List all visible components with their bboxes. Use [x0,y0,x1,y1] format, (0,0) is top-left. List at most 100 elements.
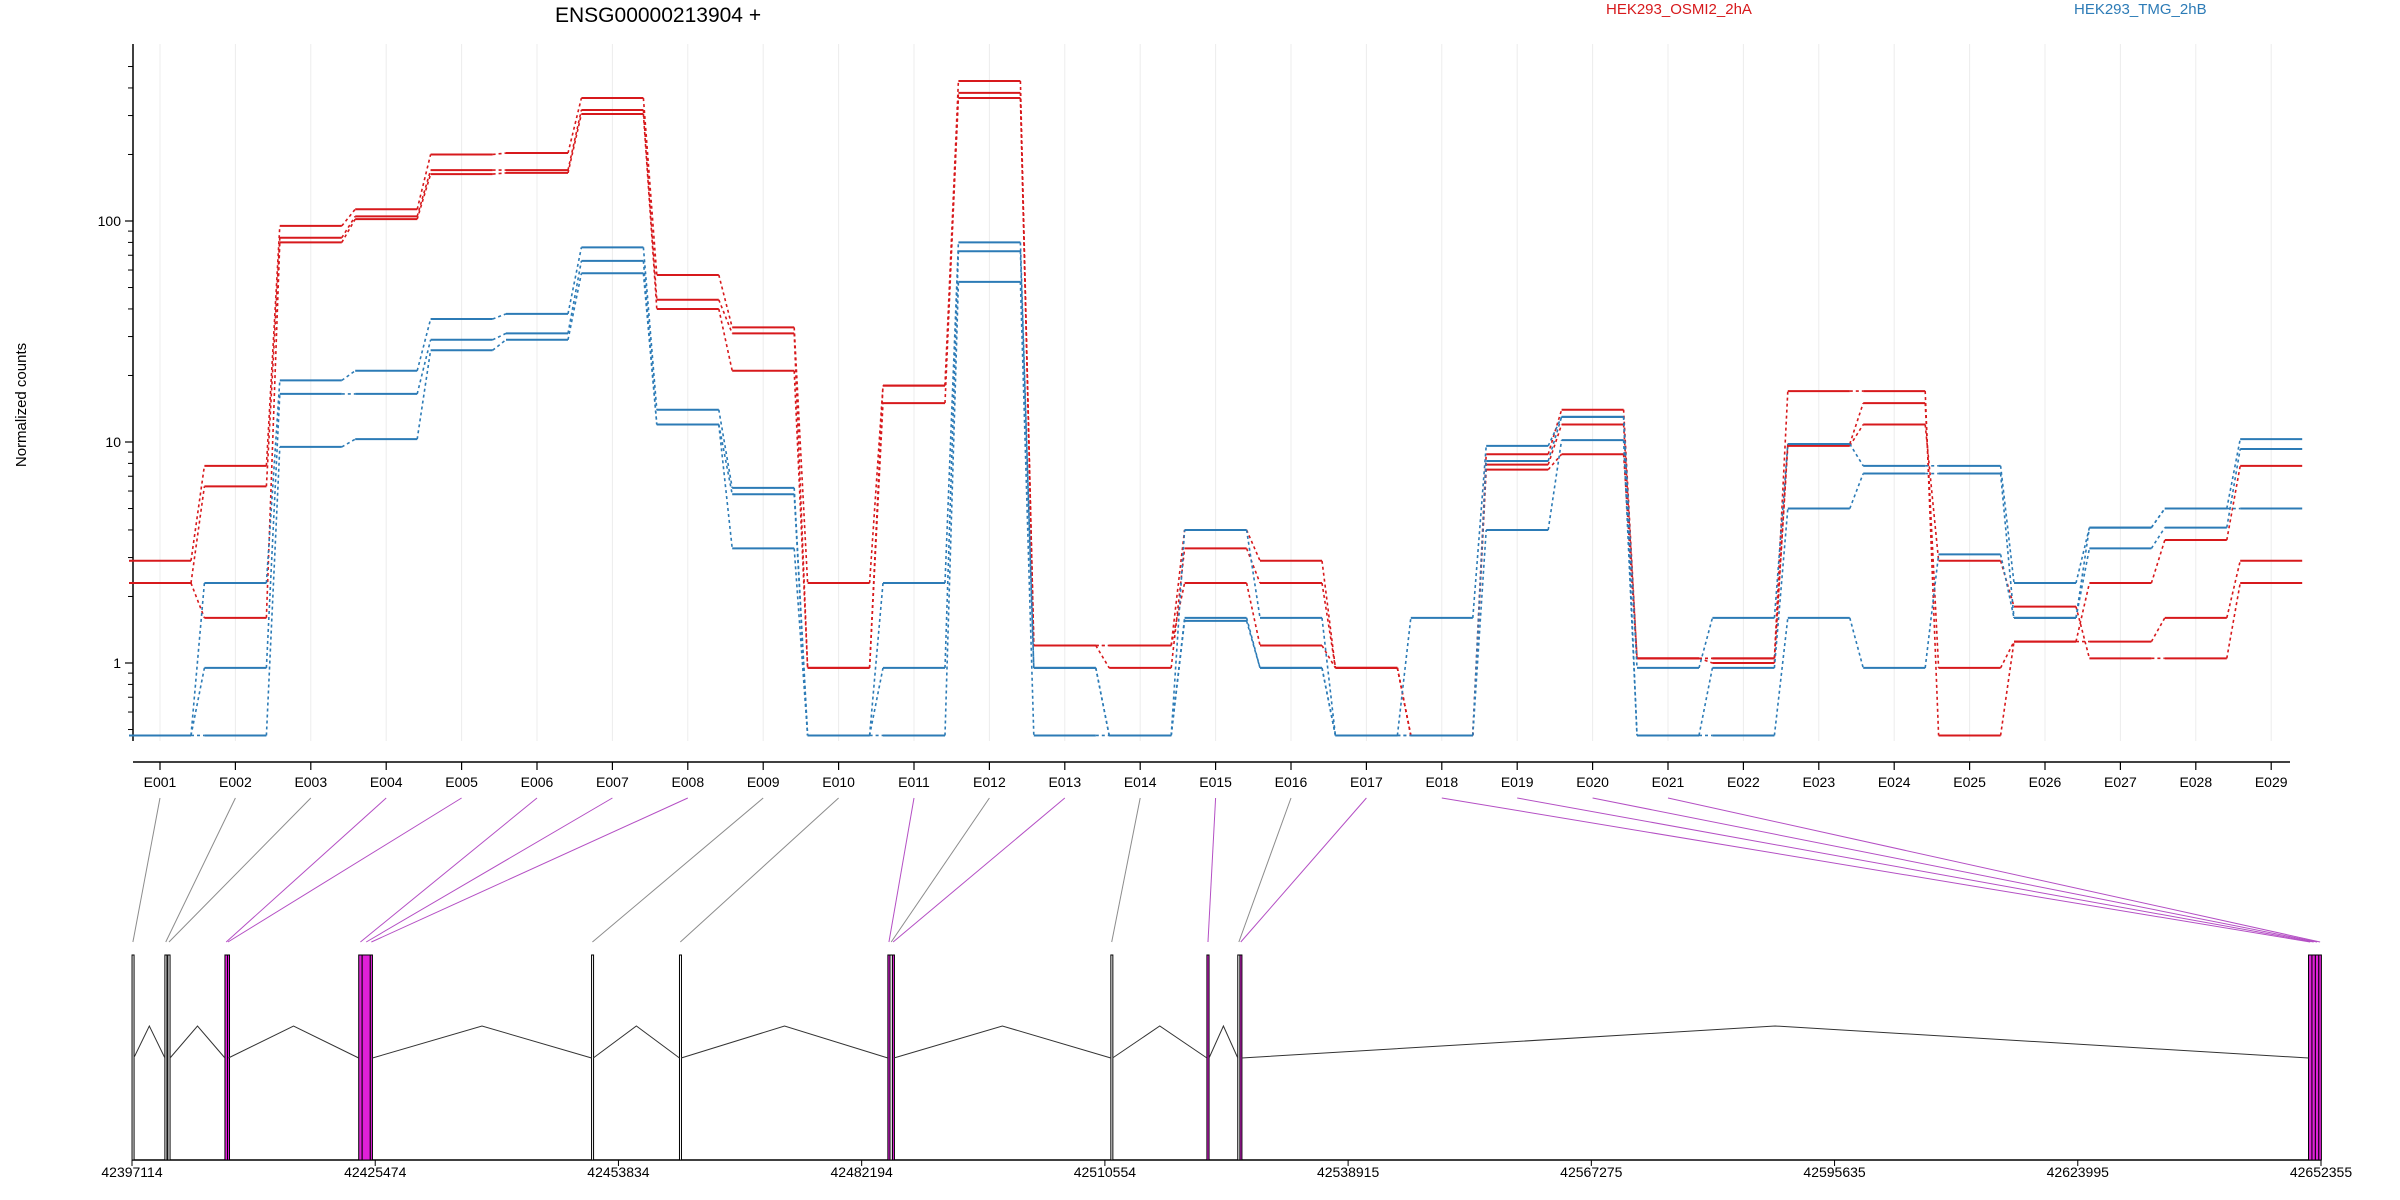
intron [133,1024,166,1059]
series-connector [1924,424,1940,561]
coordinate-label: 42595635 [1803,1164,1866,1180]
series-connector [265,225,281,466]
series-connector [1547,416,1563,447]
series-connector [1321,645,1337,669]
series-connector [1698,617,1714,669]
exon-connector [165,797,236,943]
series-connector [341,208,356,227]
coordinate-label: 42453834 [587,1164,650,1180]
series-connector [190,582,206,619]
series-connector [793,370,809,668]
series-connector [1472,445,1487,618]
exon-connector [679,797,839,943]
series-connector [868,385,884,668]
exon-label: E003 [294,774,327,790]
series-connector [492,339,507,351]
intron [228,1025,359,1059]
series-connector [1396,667,1412,736]
series-connector [1773,508,1789,668]
exon-box [2314,954,2320,1161]
series-connector [642,113,658,309]
exon-connector [592,797,764,943]
series-connector [718,308,733,371]
series-connector [2075,606,2091,659]
exon-connector [1207,797,1217,943]
exon-box [361,954,371,1161]
exon-label: E002 [219,774,252,790]
series-connector [190,667,206,736]
series-connector [1924,554,1940,669]
exon-label: E023 [1802,774,1835,790]
exon-label: E021 [1652,774,1685,790]
chart-title: ENSG00000213904 + [555,4,761,27]
exon-connector [890,797,990,943]
series-connector [416,173,432,220]
exon-box [2308,954,2313,1161]
exon-label: E027 [2104,774,2137,790]
coordinate-label: 42623995 [2047,1164,2110,1180]
series-connector [2075,582,2091,642]
exon-label: E009 [747,774,780,790]
series-connector [492,313,507,320]
series-connector [1773,617,1789,736]
series-connector [265,393,281,668]
y-tick-label: 100 [98,213,122,229]
series-connector [1849,443,1864,467]
series-connector [1170,529,1186,646]
exon-label: E017 [1350,774,1383,790]
exon-label: E016 [1275,774,1308,790]
exon-box [369,954,373,1161]
series-connector [1095,667,1110,736]
series-connector [1245,620,1261,669]
series-connector [642,109,658,300]
series-connector [1396,667,1412,736]
y-tick-label: 1 [113,655,121,671]
exon-connector [1517,797,2314,943]
coordinate-label: 42567275 [1560,1164,1623,1180]
series-connector [416,318,432,371]
series-connector [1849,617,1864,669]
legend-tmg: HEK293_TMG_2hB [2074,1,2207,18]
intron [681,1025,889,1059]
series-connector [492,332,507,341]
series-connector [2075,548,2091,619]
intron [372,1025,592,1059]
series-connector [2150,617,2166,642]
series-connector [944,251,960,668]
series-connector [718,299,733,334]
series-connector [944,281,960,736]
exon-box [2318,954,2322,1161]
series-connector [718,409,733,489]
exon-connectors [132,797,2321,943]
exon-connector [1592,797,2318,943]
series-connector [416,350,432,440]
series-connector [1999,554,2015,619]
exon-label: E018 [1425,774,1458,790]
series-connector [190,465,206,561]
series-connector [1999,641,2015,669]
series-connector [868,582,884,736]
series-connector [1170,617,1186,736]
series-connector [190,486,206,584]
series-connector [1924,403,1940,668]
series-connector [1321,617,1337,736]
exon-connector [1238,797,1292,943]
series-connector [1999,473,2015,618]
series-connector [567,247,583,315]
series-connector [868,385,884,584]
series-connector [492,152,507,156]
plot-axes [132,44,2290,763]
exon-connector [132,797,161,943]
series-connector [1170,620,1186,736]
series-connector [1999,465,2015,584]
vertical-gridlines [159,44,2272,741]
series-connector [190,582,206,736]
series-connector [492,172,507,175]
series-connector [1396,667,1412,736]
series-connector [1321,582,1337,669]
exon-connector [365,797,613,943]
exon-connector [360,797,538,943]
series-connector [1321,560,1337,669]
exon-connector [888,797,915,943]
series-connector [265,242,281,618]
